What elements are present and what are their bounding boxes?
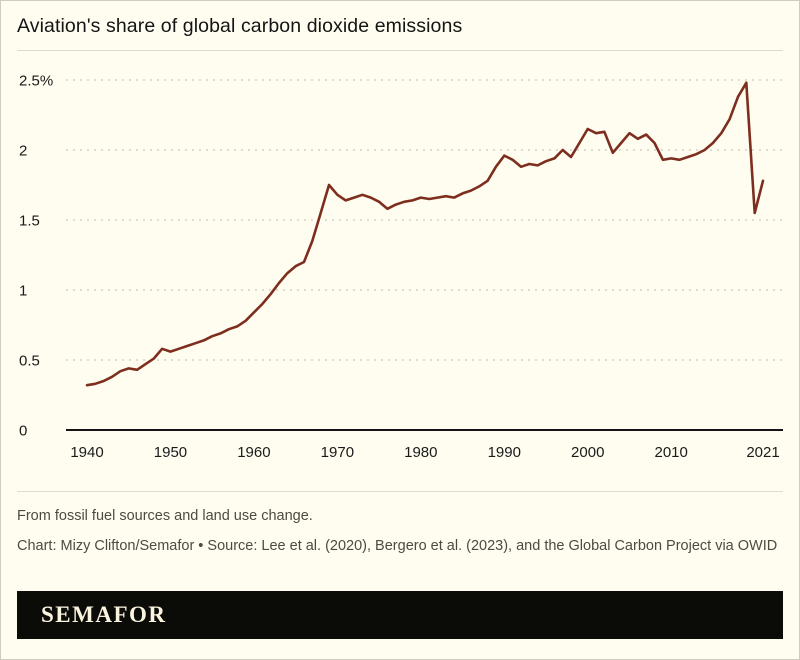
x-tick-label: 2000 [571,444,604,461]
semafor-logo-bar: SEMAFOR [17,591,783,639]
y-tick-label: 2 [19,143,27,160]
y-tick-label: 2.5% [19,73,53,90]
y-tick-label: 0 [19,423,27,440]
y-tick-label: 1 [19,283,27,300]
footnote: From fossil fuel sources and land use ch… [17,508,313,524]
x-tick-label: 2021 [746,444,779,461]
y-tick-label: 0.5 [19,353,40,370]
x-tick-label: 1960 [237,444,270,461]
title-divider [17,50,783,51]
x-tick-label: 2010 [655,444,688,461]
y-tick-label: 1.5 [19,213,40,230]
x-tick-label: 1950 [154,444,187,461]
footer-divider [17,491,783,492]
x-tick-label: 1980 [404,444,437,461]
aviation-emissions-line-chart: 0 0.5 1 1.5 2 2.5% 1940 1950 1960 1970 1980 1990 200… [19,73,783,461]
emissions-line [85,81,765,387]
x-tick-label: 1970 [321,444,354,461]
chart-title: Aviation's share of global carbon dioxid… [17,15,463,37]
credit-line: Chart: Mizy Clifton/Semafor • Source: Le… [17,538,778,555]
x-tick-label: 1990 [488,444,521,461]
chart-area: 0 0.5 1 1.5 2 2.5% 1940 1950 1960 1970 1980 1990 200… [17,55,783,465]
x-tick-label: 1940 [70,444,103,461]
semafor-logo: SEMAFOR [41,602,167,627]
